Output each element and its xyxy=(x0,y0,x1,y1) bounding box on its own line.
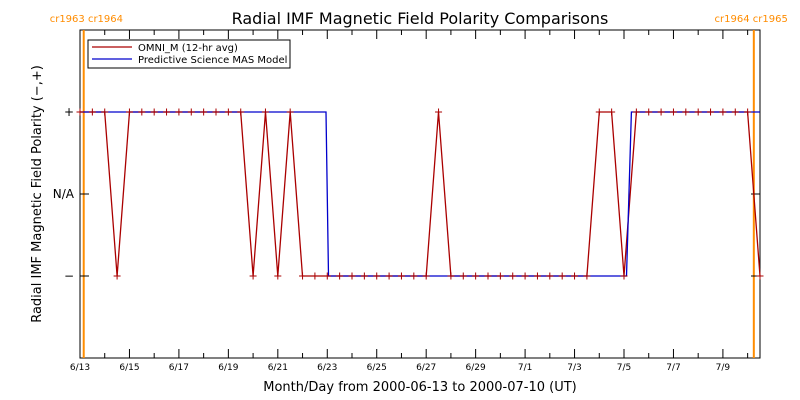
omni-data-point xyxy=(187,108,195,116)
x-tick-label: 6/15 xyxy=(119,363,139,373)
y-tick-label: + xyxy=(64,105,74,119)
omni-data-point xyxy=(583,272,591,280)
x-tick-label: 7/3 xyxy=(567,363,581,373)
omni-data-point xyxy=(113,272,121,280)
omni-data-point xyxy=(657,108,665,116)
y-tick-label: − xyxy=(64,269,74,283)
omni-data-point xyxy=(571,272,579,280)
omni-data-point xyxy=(645,108,653,116)
omni-data-point xyxy=(373,272,381,280)
omni-data-point xyxy=(472,272,480,280)
x-tick-label: 7/7 xyxy=(666,363,680,373)
omni-data-point xyxy=(360,272,368,280)
omni-data-point xyxy=(311,272,319,280)
omni-data-point xyxy=(744,108,752,116)
carrington-label-0: cr1963 cr1964 xyxy=(50,14,123,25)
omni-data-point xyxy=(756,272,764,280)
omni-data-point xyxy=(694,108,702,116)
omni-data-point xyxy=(682,108,690,116)
x-axis-label: Month/Day from 2000-06-13 to 2000-07-10 … xyxy=(263,380,576,395)
omni-data-point xyxy=(422,272,430,280)
omni-data-point xyxy=(101,108,109,116)
omni-data-point xyxy=(212,108,220,116)
x-tick-label: 7/5 xyxy=(617,363,631,373)
x-tick-label: 6/27 xyxy=(416,363,436,373)
legend-box xyxy=(87,39,291,69)
omni-data-point xyxy=(88,108,96,116)
omni-series-line xyxy=(80,111,761,277)
omni-data-point xyxy=(299,272,307,280)
omni-data-point xyxy=(274,272,282,280)
omni-data-point xyxy=(546,272,554,280)
omni-data-point xyxy=(323,272,331,280)
omni-data-point xyxy=(595,108,603,116)
omni-data-point xyxy=(459,272,467,280)
x-tick-label: 6/21 xyxy=(268,363,288,373)
legend-label-omni: OMNI_M (12-hr avg) xyxy=(138,43,238,54)
omni-data-point xyxy=(138,108,146,116)
omni-data-point xyxy=(76,108,84,116)
omni-data-point xyxy=(125,108,133,116)
omni-data-point xyxy=(249,272,257,280)
legend-label-mas: Predictive Science MAS Model xyxy=(138,55,287,66)
omni-data-point xyxy=(224,108,232,116)
omni-data-point xyxy=(731,108,739,116)
omni-data-point xyxy=(348,272,356,280)
omni-data-point xyxy=(707,108,715,116)
omni-data-point xyxy=(521,272,529,280)
omni-data-point xyxy=(286,108,294,116)
series-lines xyxy=(80,111,761,277)
omni-data-point xyxy=(175,108,183,116)
y-tick-label: N/A xyxy=(53,187,75,201)
omni-data-point xyxy=(608,108,616,116)
x-tick-label: 6/13 xyxy=(70,363,90,373)
omni-data-point xyxy=(336,272,344,280)
omni-data-point xyxy=(558,272,566,280)
omni-data-point xyxy=(410,272,418,280)
x-tick-label: 6/19 xyxy=(218,363,238,373)
y-axis-label: Radial IMF Magnetic Field Polarity (−,+) xyxy=(30,65,45,323)
omni-data-point xyxy=(533,272,541,280)
legend: OMNI_M (12-hr avg) Predictive Science MA… xyxy=(87,39,291,69)
omni-data-point xyxy=(397,272,405,280)
omni-data-point xyxy=(509,272,517,280)
omni-data-point xyxy=(484,272,492,280)
omni-data-point xyxy=(385,272,393,280)
omni-data-point xyxy=(496,272,504,280)
x-tick-label: 6/23 xyxy=(317,363,337,373)
omni-data-point xyxy=(200,108,208,116)
omni-data-point xyxy=(435,108,443,116)
carrington-label-1: cr1964 cr1965 xyxy=(715,14,788,25)
x-tick-label: 7/9 xyxy=(716,363,731,373)
x-tick-label: 7/1 xyxy=(518,363,532,373)
x-tick-label: 6/17 xyxy=(169,363,189,373)
x-tick-label: 6/25 xyxy=(367,363,387,373)
omni-data-point xyxy=(163,108,171,116)
chart-title: Radial IMF Magnetic Field Polarity Compa… xyxy=(232,9,609,28)
omni-data-point xyxy=(447,272,455,280)
x-axis-ticks: 6/13 6/15 6/17 6/19 6/21 6/23 6/25 6/27 6/29 7/1 7… xyxy=(70,30,749,373)
y-axis-ticks: + N/A − xyxy=(53,105,760,283)
x-tick-label: 6/29 xyxy=(466,363,486,373)
omni-data-point xyxy=(150,108,158,116)
omni-data-point xyxy=(261,108,269,116)
omni-data-point xyxy=(620,272,628,280)
omni-data-point xyxy=(632,108,640,116)
plot-area xyxy=(79,29,761,359)
omni-data-point xyxy=(669,108,677,116)
series-markers xyxy=(76,108,764,280)
omni-data-point xyxy=(719,108,727,116)
omni-data-point xyxy=(237,108,245,116)
mas-series-line xyxy=(80,111,760,277)
